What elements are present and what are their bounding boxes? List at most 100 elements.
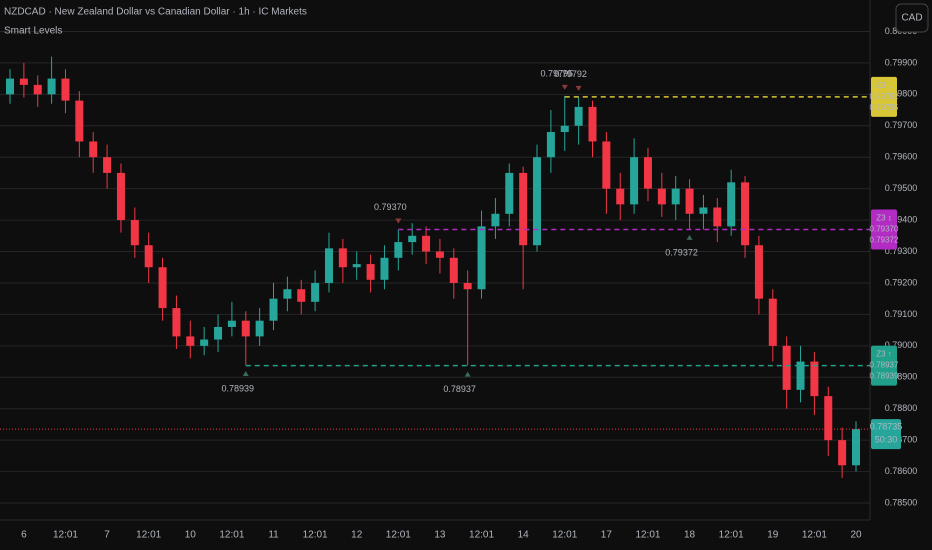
level-value: 0.79795: [870, 103, 899, 112]
y-tick-label: 0.79000: [885, 340, 918, 350]
indicator-name: Smart Levels: [4, 26, 62, 37]
candle-body: [838, 440, 847, 466]
x-tick-label: 11: [268, 530, 279, 541]
x-tick-label: 12:01: [386, 530, 411, 541]
candle-body: [657, 188, 666, 205]
level-name: Z3 ↓: [876, 81, 892, 90]
candle-body: [643, 157, 652, 189]
x-tick-label: 12:01: [219, 530, 244, 541]
candle-body: [699, 207, 708, 214]
x-tick-label: 12:01: [303, 530, 328, 541]
level-value: 0.79792: [870, 92, 899, 101]
pivot-label: 0.78939: [221, 383, 254, 393]
pivot-label: 0.79372: [665, 247, 698, 257]
level-name: Z3 ↑: [876, 350, 892, 359]
candle-body: [116, 172, 125, 221]
candle-body: [394, 242, 403, 258]
candle-body: [519, 172, 528, 246]
candle-body: [477, 226, 486, 290]
currency-button-frame[interactable]: [895, 3, 929, 33]
candle-body: [172, 308, 181, 337]
pivot-marker: [686, 234, 693, 240]
candle-body: [61, 78, 70, 101]
y-tick-label: 0.79400: [885, 214, 918, 224]
x-tick-label: 17: [601, 530, 613, 541]
x-tick-label: 12:01: [53, 530, 78, 541]
pivot-label: 0.79795: [540, 68, 573, 78]
level-box: Z3 ↑ 0.78937 0.78939: [870, 345, 899, 386]
x-tick-label: 12:01: [469, 530, 494, 541]
level-box-frame: [871, 76, 897, 117]
x-tick-label: 10: [185, 530, 197, 541]
pivot-marker: [242, 371, 249, 377]
last-price-tag: [871, 419, 901, 450]
candle-body: [546, 132, 555, 158]
y-tick-label: 0.79300: [885, 246, 918, 256]
candle-body: [796, 361, 805, 390]
candle-body: [574, 106, 583, 126]
countdown: 50:30: [875, 435, 898, 445]
candle-body: [324, 248, 333, 283]
x-tick-label: 19: [767, 530, 779, 541]
grid: 0.785000.786000.787000.788000.789000.790…: [0, 26, 917, 541]
candle-body: [200, 339, 209, 346]
candle-body: [491, 213, 500, 227]
candle-body: [352, 264, 361, 268]
x-tick-label: 12:01: [635, 530, 660, 541]
y-tick-label: 0.78900: [885, 372, 918, 382]
candle-body: [713, 207, 722, 227]
candle-body: [227, 320, 236, 327]
currency-button[interactable]: CAD: [895, 3, 929, 33]
level-value: 0.79372: [870, 236, 899, 245]
candle-body: [588, 106, 597, 142]
x-tick-label: 12:01: [719, 530, 744, 541]
candle-body: [144, 245, 153, 268]
candle-body: [560, 125, 569, 133]
pivot-label: 0.79370: [374, 202, 407, 212]
level-value: 0.79370: [870, 225, 899, 234]
candle-body: [810, 361, 819, 397]
chart-title: NZDCAD · New Zealand Dollar vs Canadian …: [4, 7, 307, 18]
level-box: Z3 ↓ 0.79792 0.79795: [870, 76, 899, 117]
y-tick-label: 0.79500: [885, 183, 918, 193]
level-value: 0.78937: [870, 361, 899, 370]
candle-body: [408, 235, 417, 243]
currency-label[interactable]: CAD: [901, 13, 922, 24]
plot: [6, 56, 860, 478]
level-value: 0.78939: [870, 372, 899, 381]
candle-body: [616, 188, 625, 205]
candle-body: [214, 326, 223, 340]
x-tick-label: 18: [684, 530, 696, 541]
x-tick-label: 14: [518, 530, 530, 541]
level-box-frame: [871, 209, 897, 250]
pivot-marker: [561, 84, 568, 90]
x-tick-label: 12:01: [802, 530, 827, 541]
y-tick-label: 0.79600: [885, 152, 918, 162]
y-tick-label: 0.79200: [885, 277, 918, 287]
candle-body: [6, 78, 14, 95]
candle-body: [338, 248, 347, 268]
candle-body: [47, 78, 56, 95]
candle-body: [449, 257, 458, 283]
y-tick-label: 0.78500: [885, 497, 918, 507]
candle-body: [269, 298, 278, 321]
candle-body: [158, 267, 167, 309]
candle-body: [297, 289, 306, 302]
candle-body: [75, 100, 84, 142]
x-tick-label: 12:01: [136, 530, 161, 541]
candle-body: [463, 282, 472, 290]
candle-body: [741, 182, 750, 246]
candle-body: [366, 264, 375, 280]
candle-body: [19, 78, 28, 85]
last-price-label: 0.78735: [870, 422, 903, 432]
y-tick-label: 0.78600: [885, 466, 918, 476]
candle-body: [435, 251, 444, 258]
candle-body: [852, 429, 860, 466]
x-tick-label: 12:01: [552, 530, 577, 541]
pivot-marker: [464, 371, 471, 377]
x-tick-label: 20: [850, 530, 862, 541]
